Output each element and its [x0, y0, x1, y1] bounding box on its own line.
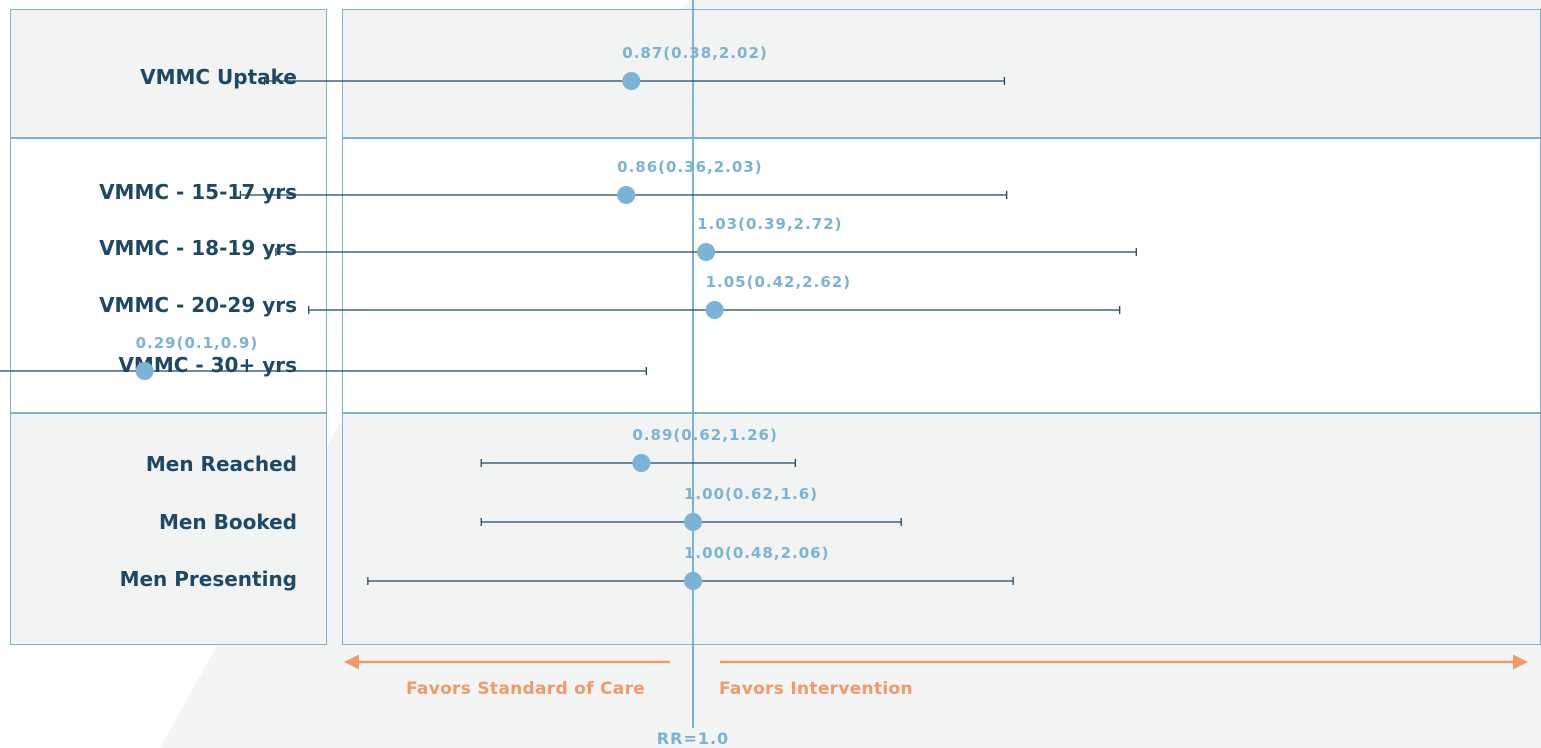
plot-box-cascade	[342, 413, 1541, 645]
point-estimate	[632, 454, 651, 472]
estimate-label: 1.03(0.39,2.72)	[697, 215, 842, 233]
label-box-cascade	[10, 413, 327, 645]
point-estimate	[697, 243, 716, 261]
estimate-label: 0.29(0.1,0.9)	[136, 334, 259, 352]
row-label-vmmc-uptake: VMMC Uptake	[140, 65, 297, 89]
estimate-label: 1.00(0.62,1.6)	[684, 485, 818, 503]
plot-box-overall	[342, 9, 1541, 138]
label-box-age	[10, 138, 327, 413]
estimate-label: 0.87(0.38,2.02)	[622, 44, 767, 62]
favor-standard-label: Favors Standard of Care	[406, 679, 646, 699]
estimate-label: 0.86(0.36,2.03)	[617, 158, 762, 176]
point-estimate	[684, 572, 702, 590]
row-label-vmmc-20-29: VMMC - 20-29 yrs	[99, 293, 297, 317]
point-estimate	[705, 301, 724, 319]
row-label-men-presenting: Men Presenting	[119, 567, 297, 591]
reference-value-label: RR=1.0	[656, 729, 730, 748]
plot-box-age	[342, 138, 1541, 413]
row-label-men-booked: Men Booked	[158, 510, 297, 534]
estimate-label: 0.89(0.62,1.26)	[632, 426, 777, 444]
point-estimate	[135, 362, 154, 380]
favor-intervention-label: Favors Intervention	[719, 679, 913, 699]
row-label-men-reached: Men Reached	[145, 452, 297, 476]
row-label-vmmc-15-17: VMMC - 15-17 yrs	[99, 180, 297, 204]
label-box-overall	[10, 9, 327, 138]
estimate-label: 1.00(0.48,2.06)	[684, 544, 829, 562]
row-label-vmmc-18-19: VMMC - 18-19 yrs	[99, 236, 297, 260]
point-estimate	[617, 186, 636, 204]
point-estimate	[622, 72, 641, 90]
estimate-label: 1.05(0.42,2.62)	[706, 273, 851, 291]
point-estimate	[684, 513, 702, 531]
